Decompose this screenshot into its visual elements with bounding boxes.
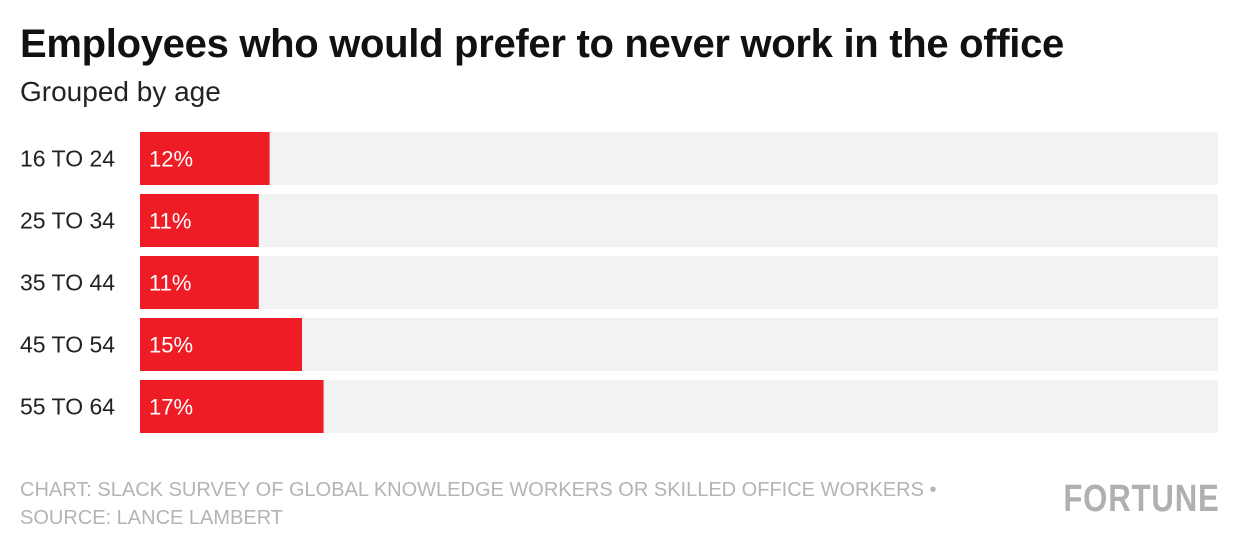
footer-source: SOURCE: LANCE LAMBERT	[20, 507, 284, 529]
category-label: 55 TO 64	[20, 394, 115, 420]
bar-track	[140, 132, 1218, 185]
bar	[140, 132, 270, 185]
fortune-logo: FORTUNE	[1063, 478, 1220, 520]
bar	[140, 318, 302, 371]
bar-track	[140, 256, 1218, 309]
category-label: 45 TO 54	[20, 332, 115, 358]
bar	[140, 256, 259, 309]
bar	[140, 194, 259, 247]
category-label: 16 TO 24	[20, 146, 115, 172]
category-label: 35 TO 44	[20, 270, 115, 296]
chart-title: Employees who would prefer to never work…	[20, 22, 1064, 66]
category-label: 25 TO 34	[20, 208, 115, 234]
chart-subtitle: Grouped by age	[20, 76, 221, 107]
value-label: 15%	[149, 333, 193, 358]
value-label: 11%	[149, 271, 191, 296]
bar-track	[140, 194, 1218, 247]
value-label: 12%	[149, 147, 193, 172]
value-label: 17%	[149, 395, 193, 420]
chart-footer: CHART: SLACK SURVEY OF GLOBAL KNOWLEDGE …	[20, 476, 936, 532]
value-label: 11%	[149, 209, 191, 234]
bar-track	[140, 318, 1218, 371]
bar	[140, 380, 324, 433]
footer-credit: CHART: SLACK SURVEY OF GLOBAL KNOWLEDGE …	[20, 479, 937, 501]
